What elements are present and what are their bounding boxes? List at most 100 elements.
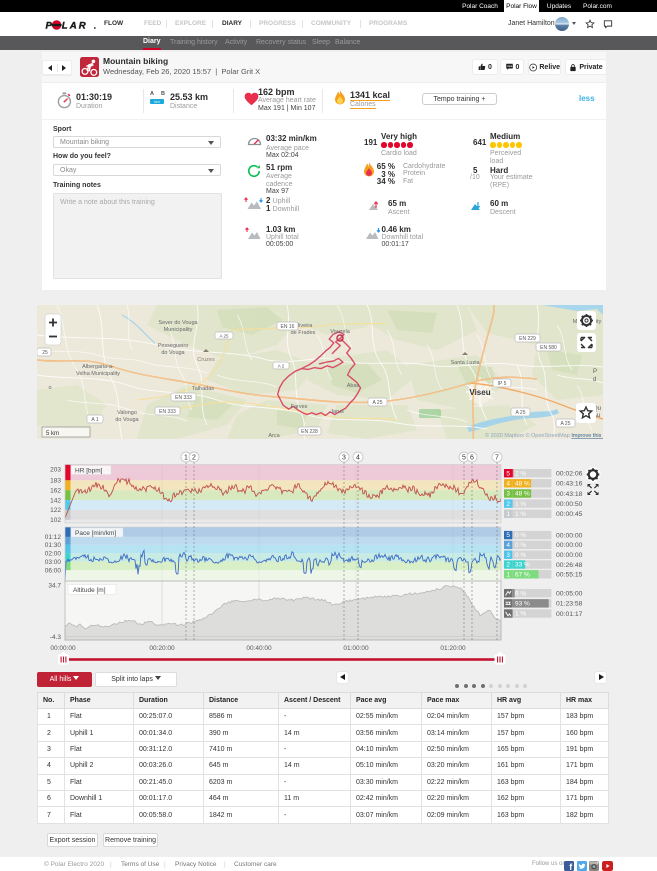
svg-text:LAR: LAR (62, 20, 88, 30)
svg-text:A 25: A 25 (560, 421, 570, 427)
svg-text:01:30: 01:30 (45, 542, 62, 549)
svg-text:00:00:50: 00:00:50 (556, 501, 583, 508)
svg-text:d: d (593, 377, 596, 383)
svg-text:2: 2 (506, 562, 510, 569)
svg-text:Santa Luzia: Santa Luzia (450, 360, 480, 366)
svg-text:0 %: 0 % (515, 542, 526, 549)
svg-text:0 %: 0 % (515, 532, 526, 539)
svg-text:00:40:00: 00:40:00 (246, 645, 272, 652)
svg-text:A 1: A 1 (91, 417, 98, 423)
svg-text:6: 6 (470, 455, 474, 462)
svg-text:25: 25 (42, 350, 48, 356)
svg-text:Velha Municipality: Velha Municipality (76, 371, 120, 377)
svg-text:EN 333: EN 333 (159, 409, 176, 415)
svg-text:01:12: 01:12 (45, 534, 62, 541)
svg-text:Viseu: Viseu (469, 388, 490, 397)
svg-text:00:20:00: 00:20:00 (149, 645, 175, 652)
svg-text:00:43:18: 00:43:18 (556, 491, 583, 498)
svg-text:IP 5: IP 5 (498, 381, 507, 387)
svg-text:EN 16: EN 16 (281, 324, 295, 330)
svg-text:EN 229: EN 229 (519, 336, 536, 342)
svg-text:00:55:15: 00:55:15 (556, 572, 583, 579)
svg-text:0 %: 0 % (515, 552, 526, 559)
svg-text:5: 5 (506, 470, 510, 477)
svg-text:183: 183 (50, 478, 61, 485)
svg-text:Sever do Vouga: Sever do Vouga (158, 320, 198, 326)
svg-text:P: P (593, 369, 597, 375)
svg-text:00:00:00: 00:00:00 (556, 542, 583, 549)
svg-text:Pace [min/km]: Pace [min/km] (75, 530, 116, 537)
svg-text:1: 1 (506, 571, 510, 578)
svg-text:Abas: Abas (347, 383, 360, 389)
svg-text:Farves: Farves (291, 404, 308, 410)
svg-text:01:00:00: 01:00:00 (343, 645, 369, 652)
svg-text:93 %: 93 % (515, 600, 530, 607)
svg-text:Valongo: Valongo (117, 410, 137, 416)
svg-text:4: 4 (506, 480, 510, 487)
svg-text:Cruzes: Cruzes (197, 357, 215, 363)
svg-text:Jarus: Jarus (330, 409, 344, 415)
svg-text:Arca: Arca (268, 433, 280, 439)
svg-text:3: 3 (342, 455, 346, 462)
svg-text:06:00: 06:00 (45, 567, 62, 574)
svg-text:5: 5 (462, 455, 466, 462)
svg-text:102: 102 (50, 517, 61, 524)
svg-text:Oliveira: Oliveira (294, 323, 314, 329)
svg-text:o: o (48, 385, 51, 391)
svg-text:A 25: A 25 (372, 400, 382, 406)
svg-text:00:43:16: 00:43:16 (556, 481, 583, 488)
svg-text:Qu: Qu (593, 406, 601, 412)
svg-text:03:00: 03:00 (45, 559, 62, 566)
svg-text:1 %: 1 % (515, 501, 526, 508)
svg-text:122: 122 (50, 507, 61, 514)
svg-text:1: 1 (184, 455, 188, 462)
svg-text:-4.3: -4.3 (50, 634, 62, 641)
svg-text:33 %: 33 % (515, 562, 530, 569)
svg-text:00:00:00: 00:00:00 (556, 552, 583, 559)
svg-text:EN 580: EN 580 (540, 345, 557, 351)
svg-text:6 %: 6 % (515, 590, 526, 597)
svg-text:3: 3 (506, 491, 510, 498)
svg-text:00:02:06: 00:02:06 (556, 471, 583, 478)
svg-text:00:05:00: 00:05:00 (556, 591, 583, 598)
svg-text:HR [bpm]: HR [bpm] (75, 468, 103, 475)
svg-text:5: 5 (506, 532, 510, 539)
svg-text:142: 142 (50, 497, 61, 504)
svg-text:P: P (46, 20, 53, 30)
svg-text:7: 7 (495, 455, 499, 462)
svg-text:02:00: 02:00 (45, 551, 62, 558)
svg-text:67 %: 67 % (515, 571, 530, 578)
svg-text:1 %: 1 % (515, 511, 526, 518)
svg-text:EN 228: EN 228 (301, 429, 318, 435)
svg-text:1: 1 (506, 511, 510, 518)
svg-text:de Frades: de Frades (291, 330, 316, 336)
svg-text:00:00:00: 00:00:00 (50, 645, 76, 652)
svg-text:Municipality: Municipality (164, 327, 193, 333)
svg-text:Talhadas: Talhadas (192, 386, 214, 392)
svg-text:© 2020 Mapbox © OpenStreetMap: © 2020 Mapbox © OpenStreetMap Improve th… (485, 432, 603, 439)
svg-text:1 %: 1 % (515, 611, 526, 618)
svg-text:f: f (569, 862, 573, 871)
svg-text:34.7: 34.7 (48, 583, 61, 590)
svg-text:48 %: 48 % (515, 491, 530, 498)
svg-text:5 km: 5 km (46, 431, 59, 437)
svg-text:A 25: A 25 (515, 410, 525, 416)
svg-text:4: 4 (506, 542, 510, 549)
svg-text:do Vouga: do Vouga (161, 350, 185, 356)
svg-text:3: 3 (506, 552, 510, 559)
svg-text:Vouzela: Vouzela (330, 329, 351, 335)
svg-text:Albergaria-a-: Albergaria-a- (82, 364, 114, 370)
svg-text:do Vouga: do Vouga (115, 417, 139, 423)
svg-text:00:26:48: 00:26:48 (556, 562, 583, 569)
svg-text:00:01:17: 00:01:17 (556, 611, 583, 618)
svg-text:Pessegueiro: Pessegueiro (158, 343, 189, 349)
svg-text:2: 2 (506, 501, 510, 508)
svg-text:00:00:45: 00:00:45 (556, 511, 583, 518)
svg-text:01:23:58: 01:23:58 (556, 601, 583, 608)
svg-text:00:00:00: 00:00:00 (556, 532, 583, 539)
svg-text:162: 162 (50, 488, 61, 495)
svg-text:A 25: A 25 (219, 334, 229, 339)
svg-text:2: 2 (192, 455, 196, 462)
svg-text:01:20:00: 01:20:00 (440, 645, 466, 652)
svg-text:Au: Au (593, 413, 600, 419)
